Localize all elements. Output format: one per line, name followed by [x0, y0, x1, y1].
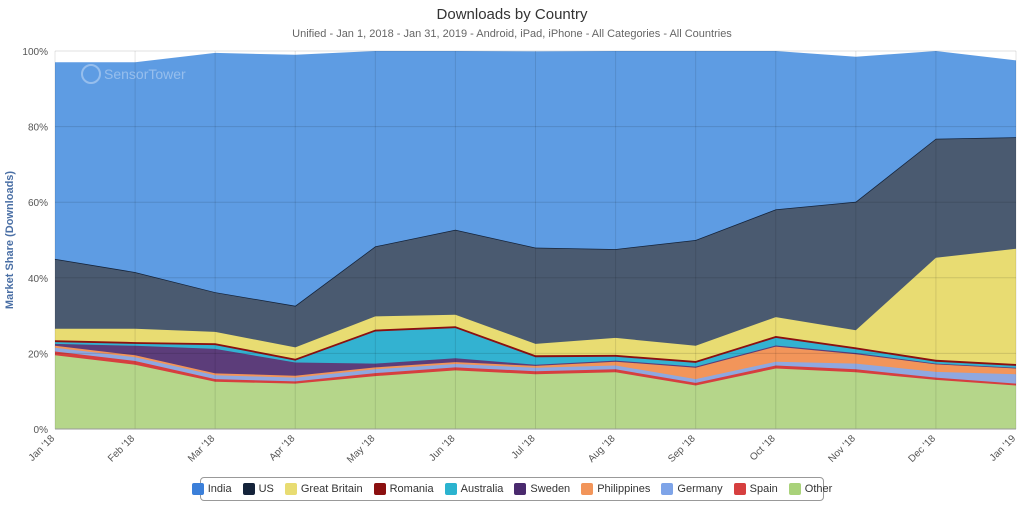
legend-item-australia[interactable]: Australia	[444, 483, 504, 495]
area-india[interactable]	[55, 51, 1016, 306]
legend-swatch	[788, 483, 801, 495]
x-tick-label: Mar '18	[186, 433, 217, 464]
y-tick-label: 60%	[28, 198, 48, 209]
legend-item-spain[interactable]: Spain	[733, 483, 778, 495]
legend-swatch	[581, 483, 594, 495]
area-other[interactable]	[55, 355, 1016, 429]
legend-item-germany[interactable]: Germany	[661, 483, 723, 495]
x-tick-label: Apr '18	[267, 433, 297, 463]
legend-label: Sweden	[530, 483, 571, 495]
x-tick-label: Feb '18	[106, 433, 137, 464]
x-tick-label: Jan '19	[988, 433, 1019, 464]
x-tick-label: Jan '18	[27, 433, 58, 464]
y-tick-label: 40%	[28, 274, 48, 285]
x-tick-label: Nov '18	[826, 433, 858, 465]
area-sweden[interactable]	[55, 343, 1016, 376]
chart-legend: India US Great Britain Romania Australia Swed…	[191, 477, 832, 501]
legend-swatch	[242, 483, 255, 495]
legend-label: Australia	[460, 483, 504, 495]
watermark-text: SensorTower	[104, 66, 186, 82]
area-germany[interactable]	[55, 347, 1016, 384]
area-great-britain[interactable]	[55, 248, 1016, 364]
x-tick-label: Oct '18	[748, 433, 778, 463]
legend-item-philippines[interactable]: Philippines	[581, 483, 650, 495]
chart-subtitle: Unified - Jan 1, 2018 - Jan 31, 2019 - A…	[292, 28, 732, 40]
area-us[interactable]	[55, 137, 1016, 348]
legend-label: India	[207, 483, 232, 495]
legend-swatch	[373, 483, 386, 495]
legend-label: Great Britain	[300, 483, 363, 495]
y-tick-label: 100%	[22, 47, 48, 58]
y-tick-label: 20%	[28, 349, 48, 360]
area-philippines[interactable]	[55, 345, 1016, 380]
legend-item-romania[interactable]: Romania	[373, 483, 434, 495]
y-tick-label: 80%	[28, 123, 48, 134]
legend-label: Philippines	[597, 483, 651, 495]
legend-swatch	[514, 483, 527, 495]
legend-swatch	[444, 483, 457, 495]
legend-item-other[interactable]: Other	[788, 483, 833, 495]
chart-title: Downloads by Country	[436, 6, 588, 23]
legend-swatch	[284, 483, 297, 495]
watermark-logo-icon	[81, 64, 101, 84]
y-tick-label: 0%	[34, 425, 49, 436]
legend-label: Other	[804, 483, 833, 495]
legend-label: Romania	[389, 483, 434, 495]
legend-swatch	[733, 483, 746, 495]
legend-item-india[interactable]: India	[191, 483, 232, 495]
x-tick-label: Jun '18	[427, 433, 458, 464]
legend-label: US	[258, 483, 274, 495]
x-tick-label: Dec '18	[907, 433, 939, 465]
y-axis-label: Market Share (Downloads)	[4, 171, 16, 309]
legend-item-sweden[interactable]: Sweden	[514, 483, 570, 495]
legend-item-us[interactable]: US	[242, 483, 274, 495]
legend-swatch	[661, 483, 674, 495]
legend-item-great-britain[interactable]: Great Britain	[284, 483, 363, 495]
area-spain[interactable]	[55, 351, 1016, 386]
x-tick-label: Aug '18	[586, 433, 618, 465]
legend-label: Spain	[749, 483, 778, 495]
legend-swatch	[191, 483, 204, 495]
legend-label: Germany	[677, 483, 723, 495]
x-tick-label: May '18	[345, 433, 378, 466]
x-tick-label: Sep '18	[666, 433, 698, 465]
x-tick-label: Jul '18	[510, 433, 538, 461]
